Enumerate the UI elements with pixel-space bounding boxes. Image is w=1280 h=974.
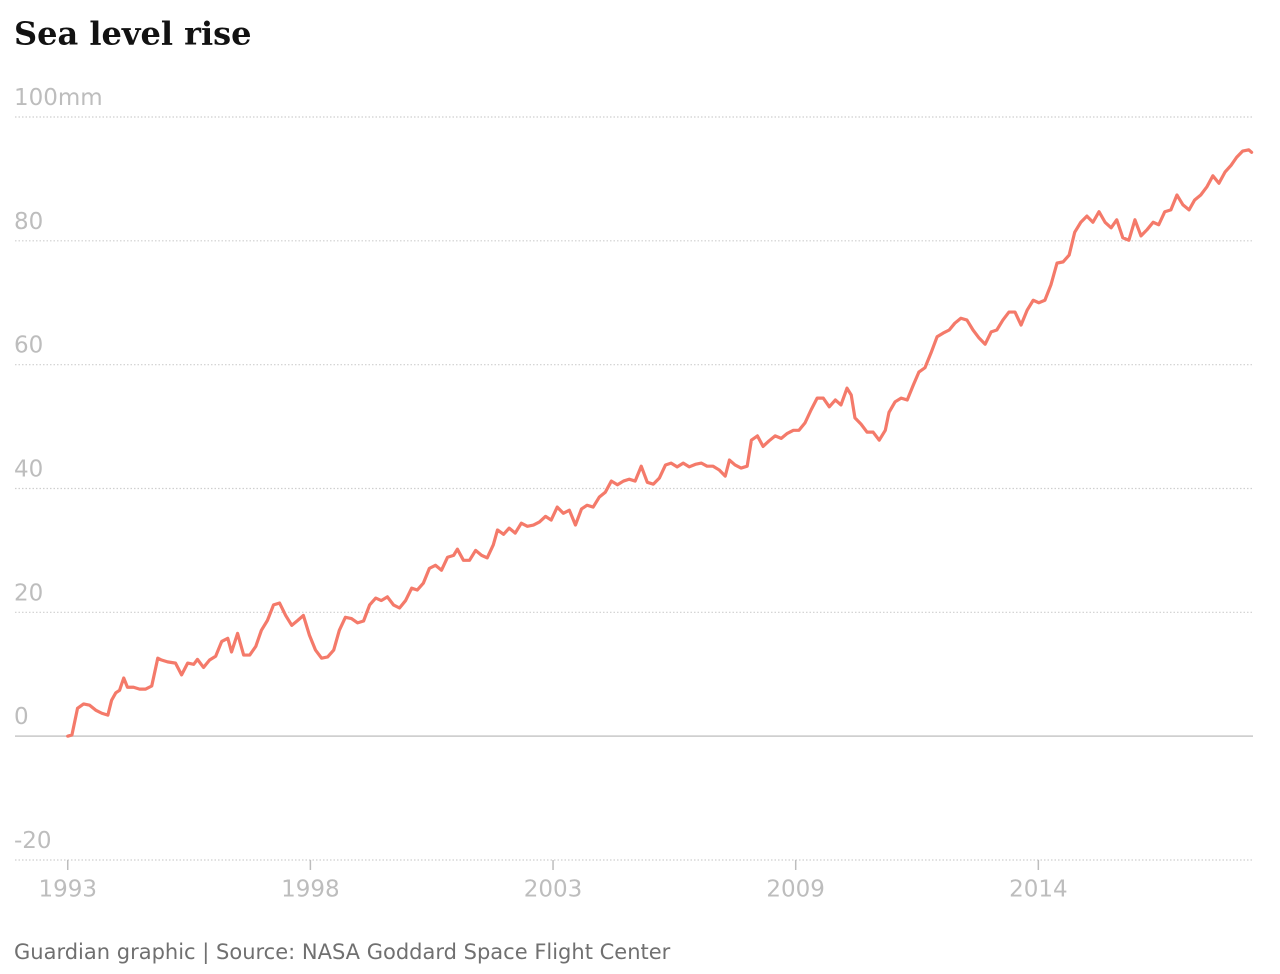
x-tick-label: 1998: [281, 877, 340, 903]
chart-title: Sea level rise: [14, 15, 252, 53]
y-tick-label: 100mm: [14, 85, 103, 111]
y-tick-label: 60: [14, 333, 43, 359]
y-tick-label: 20: [14, 580, 43, 606]
data-line: [66, 148, 1254, 738]
source-note: Guardian graphic | Source: NASA Goddard …: [14, 940, 671, 965]
x-tick-label: 2014: [1009, 877, 1068, 903]
x-tick-label: 2003: [524, 877, 583, 903]
x-tick-label: 1993: [38, 877, 97, 903]
y-tick-label: -20: [14, 828, 52, 854]
y-tick-label: 40: [14, 457, 43, 483]
y-tick-label: 0: [14, 704, 29, 730]
y-tick-label: 80: [14, 209, 43, 235]
x-tick-label: 2009: [766, 877, 825, 903]
